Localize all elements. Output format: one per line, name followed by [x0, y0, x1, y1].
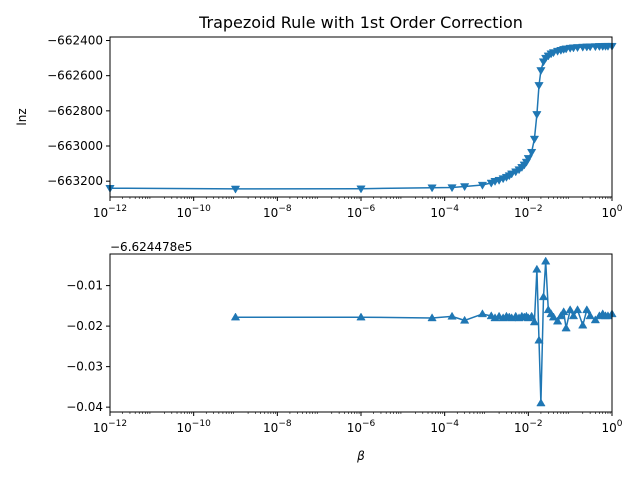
data-point-marker — [536, 398, 546, 407]
data-point-marker — [230, 312, 241, 321]
bottom-series — [230, 256, 617, 407]
data-point-marker — [572, 305, 583, 314]
data-point-marker — [552, 316, 563, 325]
x-tick-label: 10−4 — [430, 419, 459, 435]
top-axis-ticks: 10−12 10−10 10−8 10−6 10−4 10−2 100 −663200 −663… — [47, 34, 623, 220]
chart-title: Trapezoid Rule with 1st Order Correction — [198, 13, 523, 32]
data-point-marker — [477, 181, 488, 190]
data-point-marker — [529, 135, 540, 144]
x-tick-label: 100 — [601, 419, 622, 435]
x-tick-label: 10−8 — [263, 204, 292, 220]
top-subplot: Trapezoid Rule with 1st Order Correction… — [15, 13, 623, 220]
top-axes-frame — [109, 36, 613, 198]
data-point-marker — [459, 183, 470, 192]
data-point-marker — [527, 148, 537, 157]
data-point-marker — [538, 292, 549, 301]
bottom-subplot: −6.624478e5 β 10−12 10−10 10−8 10−6 10−4 10−2… — [66, 240, 623, 463]
y-offset-text: −6.624478e5 — [110, 240, 192, 254]
data-point-marker — [582, 305, 592, 314]
y-tick-label: −663000 — [47, 139, 103, 153]
x-tick-label: 100 — [601, 204, 622, 220]
x-tick-label: 10−6 — [347, 419, 376, 435]
data-point-marker — [427, 313, 437, 322]
data-point-marker — [356, 185, 366, 194]
data-point-marker — [527, 311, 537, 320]
data-point-marker — [561, 323, 571, 332]
data-point-marker — [585, 311, 595, 320]
data-point-marker — [523, 155, 533, 164]
data-point-marker — [529, 317, 540, 326]
data-point-marker — [447, 184, 457, 193]
x-tick-label: 10−4 — [430, 204, 459, 220]
y-tick-label: −662400 — [47, 34, 103, 48]
data-point-marker — [534, 335, 544, 344]
data-point-marker — [556, 311, 566, 320]
data-point-marker — [536, 67, 546, 76]
y-tick-label: −0.03 — [66, 360, 103, 374]
x-tick-label: 10−10 — [177, 419, 212, 435]
y-tick-label: −663200 — [47, 174, 103, 188]
data-point-marker — [534, 82, 544, 91]
x-tick-label: 10−8 — [263, 419, 292, 435]
y-tick-label: −662800 — [47, 104, 103, 118]
data-point-marker — [230, 185, 241, 194]
x-tick-label: 10−10 — [177, 204, 212, 220]
bottom-axes-frame — [109, 253, 613, 413]
bottom-axis-ticks: 10−12 10−10 10−8 10−6 10−4 10−2 100 −0.04 −0.03 −… — [66, 279, 623, 435]
y-tick-label: −0.02 — [66, 319, 103, 333]
x-tick-label: 10−2 — [514, 419, 543, 435]
data-point-marker — [447, 311, 457, 320]
data-point-marker — [541, 256, 551, 265]
top-series — [105, 42, 617, 194]
data-point-marker — [459, 315, 470, 324]
y-tick-label: −662600 — [47, 69, 103, 83]
y-tick-label: −0.04 — [66, 400, 103, 414]
x-tick-label: 10−6 — [347, 204, 376, 220]
y-tick-label: −0.01 — [66, 279, 103, 293]
data-point-marker — [548, 312, 559, 321]
x-tick-label: 10−12 — [93, 419, 127, 435]
data-point-marker — [427, 184, 437, 193]
data-point-marker — [568, 311, 579, 320]
y-axis-label: lnz — [15, 108, 29, 125]
x-tick-label: 10−2 — [514, 204, 543, 220]
x-tick-label: 10−12 — [93, 204, 127, 220]
data-point-marker — [532, 111, 542, 120]
data-point-marker — [590, 315, 600, 324]
data-point-marker — [532, 264, 542, 273]
data-point-marker — [477, 309, 488, 318]
data-point-marker — [578, 320, 588, 329]
x-axis-label: β — [356, 449, 365, 463]
data-point-marker — [356, 312, 366, 321]
data-point-marker — [565, 305, 575, 314]
series-line — [235, 261, 613, 404]
